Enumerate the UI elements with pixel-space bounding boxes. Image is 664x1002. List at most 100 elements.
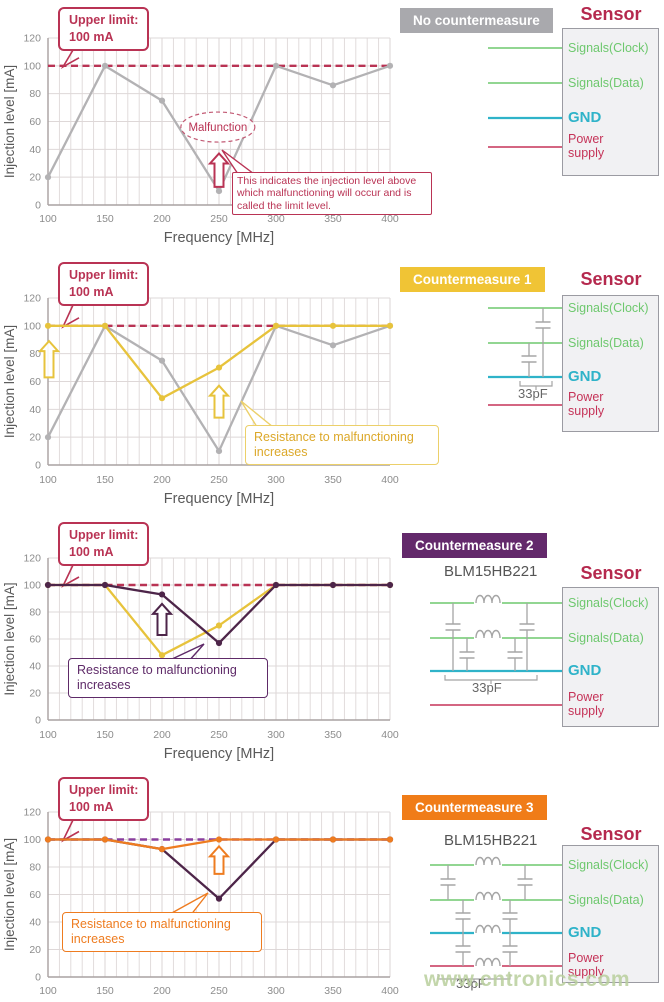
svg-text:150: 150 (96, 729, 114, 741)
svg-text:20: 20 (29, 688, 41, 700)
upper-limit-line2: 100 mA (69, 544, 114, 559)
svg-text:150: 150 (96, 985, 114, 997)
resistance-note: Resistance to malfunctioning increases (245, 425, 439, 465)
capacitor-value-label: 33pF (472, 680, 502, 695)
y-axis-label: Injection level [mA] (2, 325, 17, 438)
svg-text:60: 60 (29, 634, 41, 646)
svg-text:80: 80 (29, 862, 41, 874)
series-markers (44, 322, 394, 402)
upper-limit-callout: Upper limit: 100 mA (58, 7, 150, 51)
ferrite-bead-icon (475, 594, 501, 604)
x-axis-label: Frequency [MHz] (164, 230, 274, 246)
upper-limit-line1: Upper limit: (69, 783, 139, 797)
sensor-box: Signals(Clock) Signals(Data) GND Power s… (562, 28, 659, 176)
chart-area-3: 0 20 40 60 80 100 120 100 150 200 250 300 350 400 Inje… (0, 770, 420, 1002)
capacitor-value-label: 33pF (518, 386, 548, 401)
svg-text:40: 40 (29, 144, 41, 156)
up-arrow-icon (150, 602, 174, 636)
svg-text:150: 150 (96, 474, 114, 486)
svg-text:40: 40 (29, 917, 41, 929)
watermark: www.cntronics.com (424, 968, 631, 991)
sensor-box: Signals(Clock) Signals(Data) GND Power s… (562, 295, 659, 432)
sensor-line-data: Signals(Data) (568, 893, 644, 907)
svg-text:60: 60 (29, 889, 41, 901)
upper-limit-line2: 100 mA (69, 799, 114, 814)
malfunction-cloud (180, 111, 256, 143)
ferrite-bead-icon (475, 856, 501, 866)
up-arrow-icon (37, 339, 61, 379)
sensor-line-data: Signals(Data) (568, 336, 644, 350)
series-markers (44, 836, 394, 853)
chart-section-countermeasure-1: 0 20 40 60 80 100 120 100 150 200 250 300 350 400 Inje… (0, 255, 664, 515)
chart-section-no-countermeasure: 0 20 40 60 80 100 120 100 150 200 250 300 350 400 Inje… (0, 0, 664, 255)
sensor-line-power: Power supply (568, 951, 605, 979)
sensor-line-data: Signals(Data) (568, 76, 644, 90)
ferrite-bead-icon (475, 924, 501, 934)
svg-text:120: 120 (23, 33, 41, 45)
svg-text:350: 350 (324, 729, 342, 741)
upper-limit-line1: Upper limit: (69, 268, 139, 282)
svg-text:400: 400 (381, 474, 399, 486)
svg-text:80: 80 (29, 88, 41, 100)
x-axis-label: Frequency [MHz] (164, 746, 274, 762)
up-arrow-icon (207, 844, 231, 875)
svg-text:120: 120 (23, 807, 41, 819)
chart-area-2: 0 20 40 60 80 100 120 100 150 200 250 300 350 400 Inje… (0, 515, 420, 770)
malfunction-cloud-label: Malfunction (188, 122, 247, 134)
sensor-line-clock: Signals(Clock) (568, 858, 649, 872)
svg-text:60: 60 (29, 376, 41, 388)
chart-area-1: 0 20 40 60 80 100 120 100 150 200 250 300 350 400 Inje… (0, 255, 439, 515)
svg-text:200: 200 (153, 729, 171, 741)
series-markers (44, 581, 394, 647)
svg-text:400: 400 (381, 213, 399, 225)
svg-text:250: 250 (210, 729, 228, 741)
upper-limit-pointer (60, 49, 80, 69)
y-axis-label: Injection level [mA] (2, 838, 17, 951)
sensor-line-gnd: GND (568, 109, 602, 126)
sensor-line-power: Power supply (568, 390, 605, 418)
upper-limit-line2: 100 mA (69, 284, 114, 299)
upper-limit-callout: Upper limit: 100 mA (58, 777, 150, 821)
sensor-line-power: Power supply (568, 132, 605, 160)
sensor-line-gnd: GND (568, 662, 602, 679)
svg-text:150: 150 (96, 213, 114, 225)
svg-text:350: 350 (324, 213, 342, 225)
svg-text:120: 120 (23, 553, 41, 565)
x-axis-label: Frequency [MHz] (164, 491, 274, 507)
svg-text:0: 0 (35, 200, 41, 212)
svg-text:300: 300 (267, 213, 285, 225)
svg-text:250: 250 (210, 985, 228, 997)
sensor-line-clock: Signals(Clock) (568, 41, 649, 55)
svg-text:0: 0 (35, 972, 41, 984)
sensor-line-power: Power supply (568, 690, 605, 718)
upper-limit-line1: Upper limit: (69, 13, 139, 27)
wiring-diagram-0 (488, 47, 562, 148)
svg-text:300: 300 (267, 474, 285, 486)
up-arrow-icon (207, 152, 231, 188)
axis-ticks: 0 20 40 60 80 100 120 100 150 200 250 300 350 400 (23, 807, 398, 998)
svg-text:0: 0 (35, 715, 41, 727)
svg-text:400: 400 (381, 729, 399, 741)
wiring-diagram-1 (488, 307, 562, 406)
svg-text:60: 60 (29, 116, 41, 128)
svg-text:250: 250 (210, 474, 228, 486)
up-arrow-icon (207, 384, 231, 419)
svg-text:200: 200 (153, 985, 171, 997)
svg-text:300: 300 (267, 985, 285, 997)
brace (444, 675, 538, 684)
sensor-panel-1: Countermeasure 1 Sensor Signals(Clock) S… (400, 255, 664, 515)
series-markers (44, 62, 394, 195)
y-axis-label: Injection level [mA] (2, 65, 17, 178)
sensor-line-data: Signals(Data) (568, 631, 644, 645)
capacitor-value-label: 33pF (456, 976, 486, 991)
svg-text:200: 200 (153, 474, 171, 486)
axis-ticks: 0 20 40 60 80 100 120 100 150 200 250 300 350 400 (23, 33, 398, 226)
countermeasure-badge: No countermeasure (400, 8, 553, 33)
ferrite-bead-part-label: BLM15HB221 (444, 832, 538, 849)
sensor-box: Signals(Clock) Signals(Data) GND Power s… (562, 587, 659, 727)
svg-text:40: 40 (29, 404, 41, 416)
chart-section-countermeasure-2: 0 20 40 60 80 100 120 100 150 200 250 300 350 400 Inje… (0, 515, 664, 770)
chart-area-0: 0 20 40 60 80 100 120 100 150 200 250 300 350 400 Inje… (0, 0, 432, 255)
wiring-diagram-2 (430, 594, 562, 706)
y-axis-label: Injection level [mA] (2, 582, 17, 695)
